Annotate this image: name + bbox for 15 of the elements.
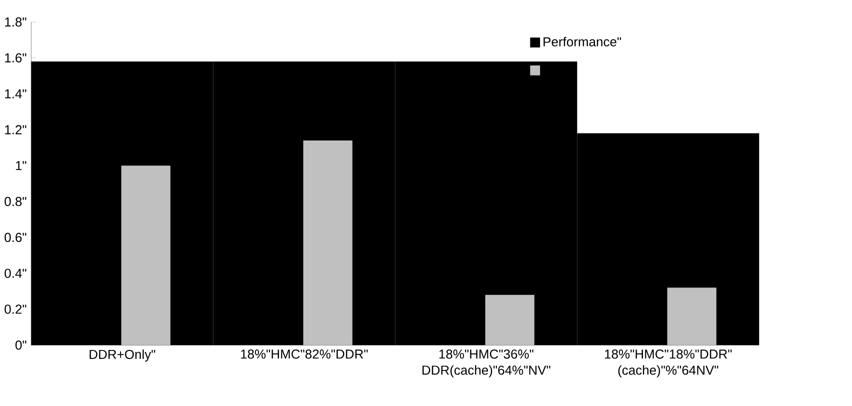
y-tick-label: 0.6": [4, 232, 26, 242]
y-tick-label: 1.2": [5, 125, 26, 134]
y-tick-label: 0": [15, 340, 26, 350]
y-tick-label: 0.2": [4, 304, 26, 314]
x-tick-label: 18%"HMC"36%" DDR(cache)"64%"NV": [422, 350, 550, 378]
x-tick-label: 18%"HMC"82%"DDR": [241, 350, 368, 359]
y-tick-label: 1.4": [5, 89, 26, 98]
y-tick-label: 0.4": [4, 268, 26, 278]
y-tick-label: 1": [16, 161, 26, 170]
x-tick-label: 18%"HMC"18%"DDR" (cache)"%"64NV": [605, 350, 732, 378]
x-tick-label: DDR+Only": [90, 350, 156, 362]
y-tick-label: 1.6": [5, 53, 26, 63]
legend-label: Performance": [544, 36, 621, 47]
y-tick-label: 0.8": [4, 197, 26, 206]
y-tick-label: 1.8": [5, 17, 26, 27]
